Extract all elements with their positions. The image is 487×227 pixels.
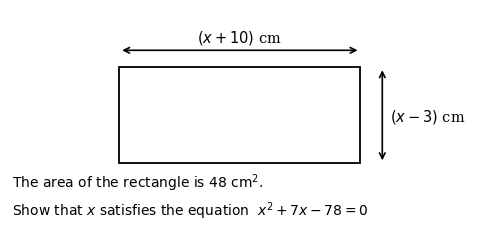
Text: Show that $x$ satisfies the equation  $x^2+7x-78=0$: Show that $x$ satisfies the equation $x^…	[12, 199, 369, 221]
Text: $(x - 3)$ cm: $(x - 3)$ cm	[390, 108, 465, 126]
Text: The area of the rectangle is 48 cm$^2$.: The area of the rectangle is 48 cm$^2$.	[12, 172, 263, 193]
Bar	[119, 68, 360, 163]
Text: $(x + 10)$ cm: $(x + 10)$ cm	[197, 29, 282, 46]
